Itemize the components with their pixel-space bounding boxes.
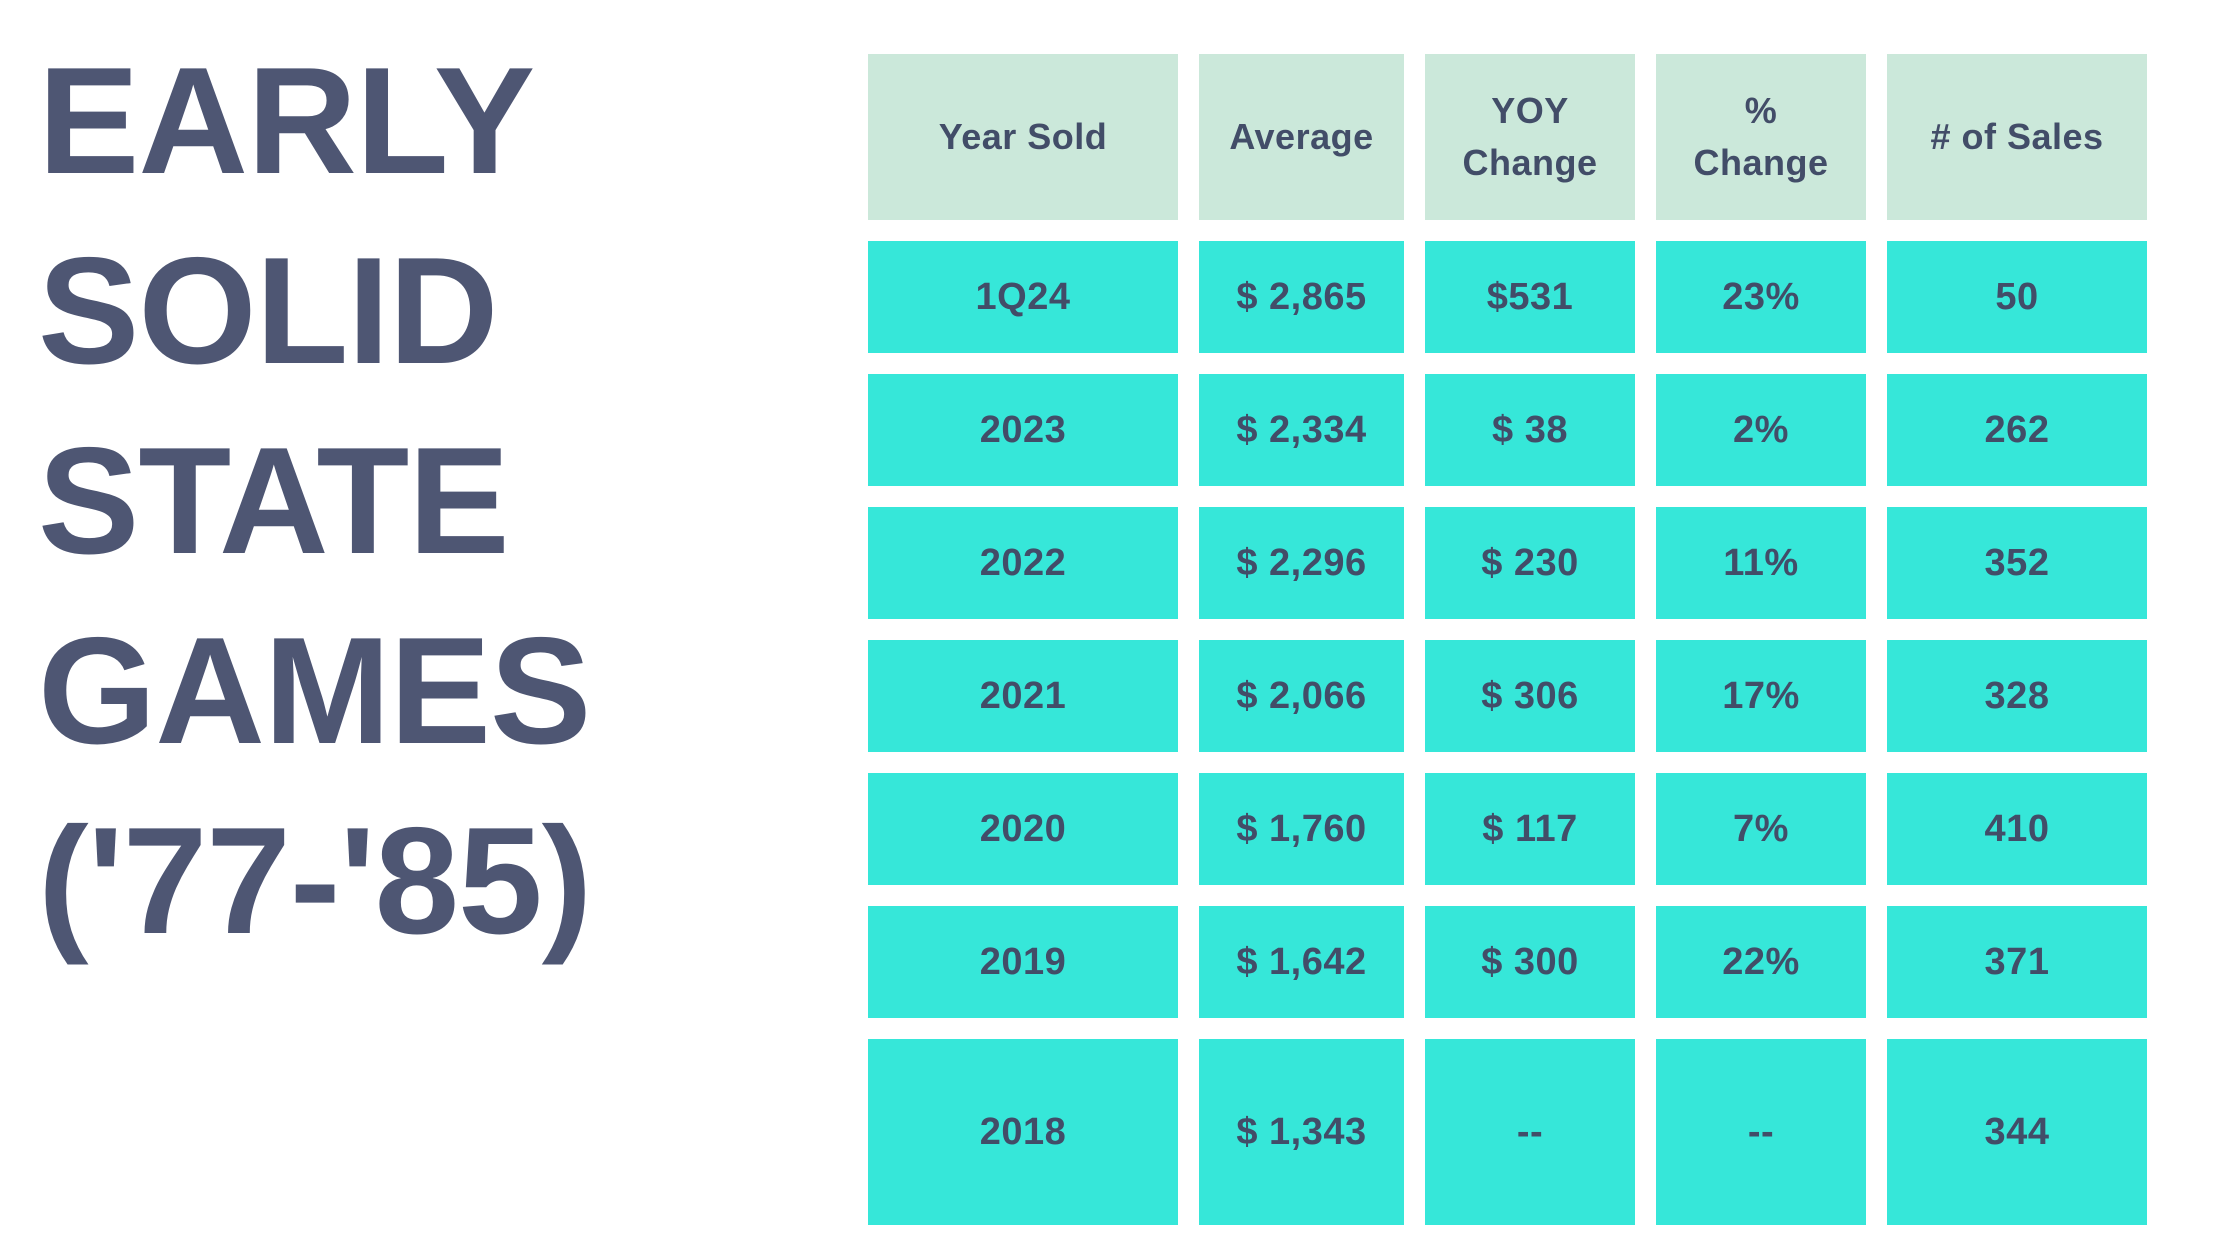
title-line: ('77-'85) bbox=[38, 796, 592, 966]
table-cell-yoy: $ 117 bbox=[1425, 773, 1635, 885]
title-line: STATE bbox=[38, 416, 510, 586]
title-line: GAMES bbox=[38, 606, 591, 776]
table-cell-average: $ 2,865 bbox=[1199, 241, 1404, 353]
table-cell-pct: -- bbox=[1656, 1039, 1866, 1225]
table-cell-pct: 17% bbox=[1656, 640, 1866, 752]
table-cell-pct: 22% bbox=[1656, 906, 1866, 1018]
table-cell-pct: 23% bbox=[1656, 241, 1866, 353]
page-title: EARLY SOLID STATE GAMES ('77-'85) bbox=[38, 26, 592, 976]
table-cell-sales: 352 bbox=[1887, 507, 2147, 619]
table-cell-yoy: $ 230 bbox=[1425, 507, 1635, 619]
header-cell-num-sales: # of Sales bbox=[1887, 54, 2147, 220]
header-cell-pct-change: % Change bbox=[1656, 54, 1866, 220]
table-cell-yoy: $ 306 bbox=[1425, 640, 1635, 752]
table-cell-average: $ 1,642 bbox=[1199, 906, 1404, 1018]
header-cell-average: Average bbox=[1199, 54, 1404, 220]
title-line: SOLID bbox=[38, 226, 498, 396]
table-cell-sales: 328 bbox=[1887, 640, 2147, 752]
table-cell-year: 2020 bbox=[868, 773, 1178, 885]
table-cell-pct: 11% bbox=[1656, 507, 1866, 619]
table-cell-average: $ 1,343 bbox=[1199, 1039, 1404, 1225]
table-cell-pct: 7% bbox=[1656, 773, 1866, 885]
title-line: EARLY bbox=[38, 36, 535, 206]
table-cell-year: 2022 bbox=[868, 507, 1178, 619]
table-cell-sales: 50 bbox=[1887, 241, 2147, 353]
table-cell-yoy: $ 38 bbox=[1425, 374, 1635, 486]
table-cell-average: $ 2,066 bbox=[1199, 640, 1404, 752]
table-cell-yoy: $ 300 bbox=[1425, 906, 1635, 1018]
sales-data-table: Year Sold Average YOY Change % Change # … bbox=[868, 54, 2147, 1225]
table-cell-year: 2019 bbox=[868, 906, 1178, 1018]
table-cell-year: 2018 bbox=[868, 1039, 1178, 1225]
table-cell-average: $ 2,296 bbox=[1199, 507, 1404, 619]
table-cell-sales: 344 bbox=[1887, 1039, 2147, 1225]
header-cell-yoy-change: YOY Change bbox=[1425, 54, 1635, 220]
table-cell-yoy: -- bbox=[1425, 1039, 1635, 1225]
table-cell-sales: 410 bbox=[1887, 773, 2147, 885]
table-cell-year: 1Q24 bbox=[868, 241, 1178, 353]
table-cell-year: 2023 bbox=[868, 374, 1178, 486]
header-cell-year-sold: Year Sold bbox=[868, 54, 1178, 220]
table-cell-pct: 2% bbox=[1656, 374, 1866, 486]
table-cell-average: $ 1,760 bbox=[1199, 773, 1404, 885]
table-cell-sales: 262 bbox=[1887, 374, 2147, 486]
table-cell-yoy: $531 bbox=[1425, 241, 1635, 353]
table-cell-year: 2021 bbox=[868, 640, 1178, 752]
table-cell-average: $ 2,334 bbox=[1199, 374, 1404, 486]
table-cell-sales: 371 bbox=[1887, 906, 2147, 1018]
